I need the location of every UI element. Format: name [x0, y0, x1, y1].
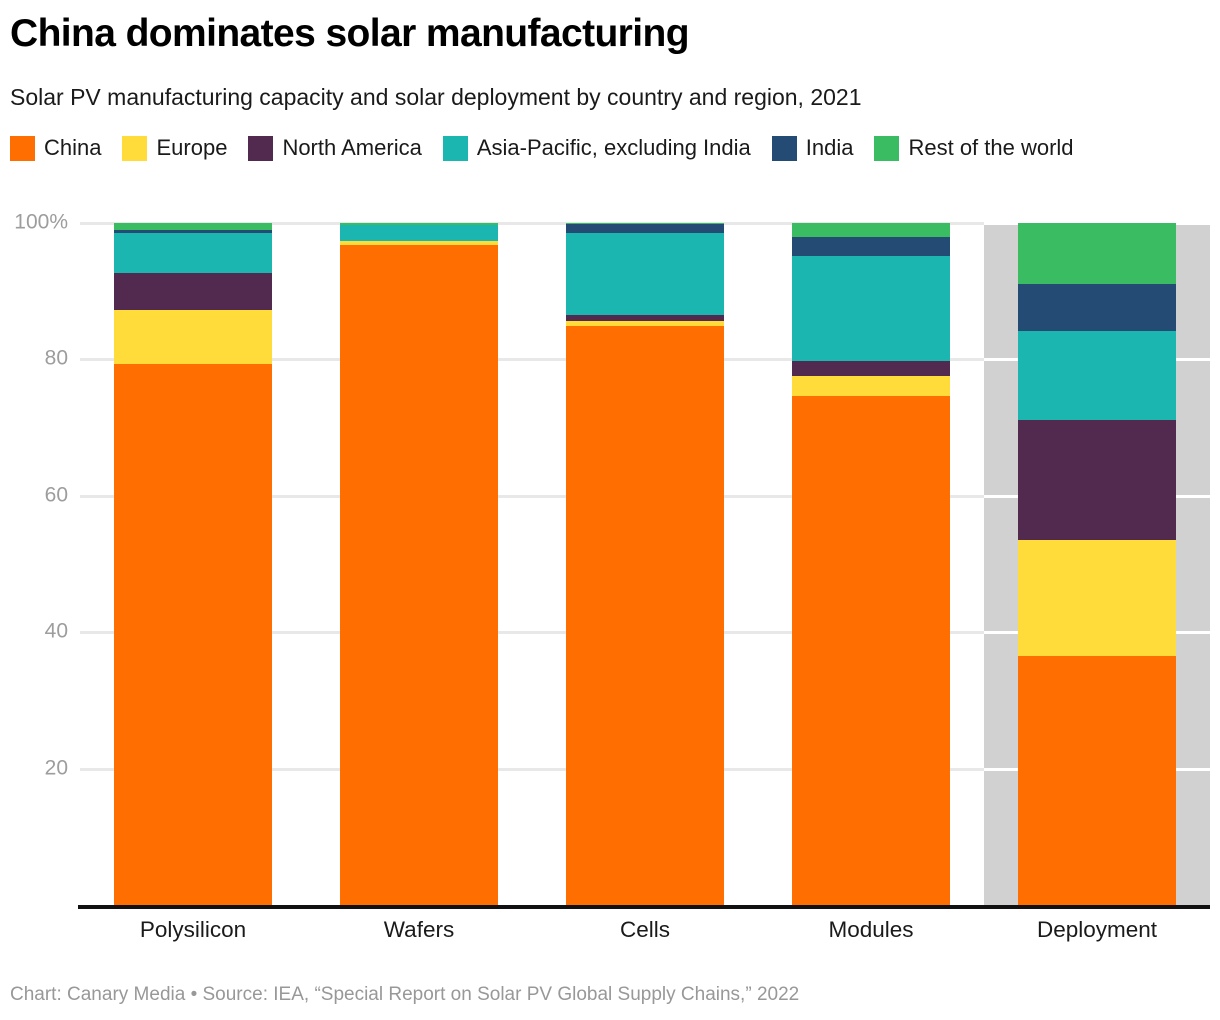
segment-wafers-china [340, 244, 498, 905]
legend-label-india: India [805, 135, 854, 160]
segment-polysilicon-india [114, 229, 272, 234]
segment-deployment-north-america [1018, 420, 1176, 541]
segment-polysilicon-north-america [114, 272, 272, 311]
legend-item-india: India [771, 135, 854, 161]
x-label-cells: Cells [619, 917, 670, 942]
segment-cells-north-america [566, 315, 724, 321]
legend-label-europe: Europe [156, 135, 228, 160]
stacked-bar-cells [566, 223, 724, 905]
segment-cells-rest-of-the-world [566, 223, 724, 225]
stacked-bar-deployment [1018, 223, 1176, 905]
source-credit: Chart: Canary Media • Source: IEA, “Spec… [10, 984, 800, 1005]
segment-modules-china [792, 395, 950, 905]
segment-wafers-rest-of-the-world [340, 223, 498, 226]
segment-cells-europe [566, 320, 724, 326]
y-tick-label-40: 40 [44, 619, 68, 643]
y-tick-label-80: 80 [44, 346, 68, 370]
segment-wafers-europe [340, 240, 498, 245]
legend-item-europe: Europe [122, 135, 227, 161]
segment-polysilicon-rest-of-the-world [114, 223, 272, 230]
segment-wafers-asia-pacific-excluding-india [340, 225, 498, 241]
legend-item-asia-pacific: Asia-Pacific, excluding India [442, 135, 751, 161]
y-tick-label-100: 100% [14, 210, 68, 234]
legend-swatch-europe [122, 135, 148, 161]
x-label-polysilicon: Polysilicon [139, 917, 247, 942]
legend-label-asia-pacific: Asia-Pacific, excluding India [476, 135, 751, 160]
segment-polysilicon-europe [114, 310, 272, 364]
segment-deployment-europe [1018, 540, 1176, 657]
segment-modules-north-america [792, 360, 950, 376]
stacked-bar-polysilicon [114, 223, 272, 905]
segment-polysilicon-asia-pacific-excluding-india [114, 233, 272, 273]
bar-slot-wafers [306, 223, 532, 905]
bar-slot-polysilicon [80, 223, 306, 905]
segment-modules-europe [792, 375, 950, 396]
legend-item-north-america: North America [248, 135, 422, 161]
y-tick-label-20: 20 [44, 756, 68, 780]
segment-modules-india [792, 237, 950, 256]
page-title: China dominates solar manufacturing [10, 12, 690, 55]
legend-item-china: China [10, 135, 101, 161]
segment-deployment-rest-of-the-world [1018, 223, 1176, 284]
stacked-bar-modules [792, 223, 950, 905]
x-axis-labels: Polysilicon Wafers Cells Modules Deploym… [80, 917, 1210, 943]
segment-deployment-asia-pacific-excluding-india [1018, 331, 1176, 421]
plot-area [80, 222, 1210, 905]
legend-label-rest-of-world: Rest of the world [908, 135, 1074, 160]
y-tick-label-60: 60 [44, 483, 68, 507]
legend-label-china: China [44, 135, 102, 160]
legend-swatch-china [10, 135, 35, 161]
x-label-modules: Modules [828, 917, 914, 942]
segment-cells-asia-pacific-excluding-india [566, 233, 724, 316]
legend-item-rest-of-world: Rest of the world [874, 135, 1074, 161]
bar-slot-deployment [984, 222, 1210, 905]
legend-swatch-asia-pacific [442, 135, 468, 161]
segment-deployment-india [1018, 283, 1176, 332]
legend-swatch-rest-of-world [874, 135, 900, 161]
legend-swatch-north-america [248, 135, 274, 161]
segment-modules-asia-pacific-excluding-india [792, 255, 950, 361]
bar-slots [80, 222, 1210, 905]
legend-swatch-india [771, 135, 797, 161]
x-label-deployment: Deployment [1036, 917, 1158, 942]
segment-deployment-china [1018, 656, 1176, 905]
bar-slot-cells [532, 223, 758, 905]
segment-cells-india [566, 224, 724, 234]
page-subtitle: Solar PV manufacturing capacity and sola… [10, 84, 862, 110]
segment-cells-china [566, 325, 724, 905]
segment-polysilicon-china [114, 363, 272, 905]
stacked-bar-wafers [340, 223, 498, 905]
bar-slot-modules [758, 223, 984, 905]
x-label-wafers: Wafers [383, 917, 455, 942]
y-axis: 100% 80 60 40 20 [0, 211, 68, 905]
legend-label-north-america: North America [282, 135, 422, 160]
segment-modules-rest-of-the-world [792, 223, 950, 238]
legend: China Europe North America Asia-Pacific,… [10, 135, 1074, 161]
x-axis-line [78, 905, 1210, 909]
